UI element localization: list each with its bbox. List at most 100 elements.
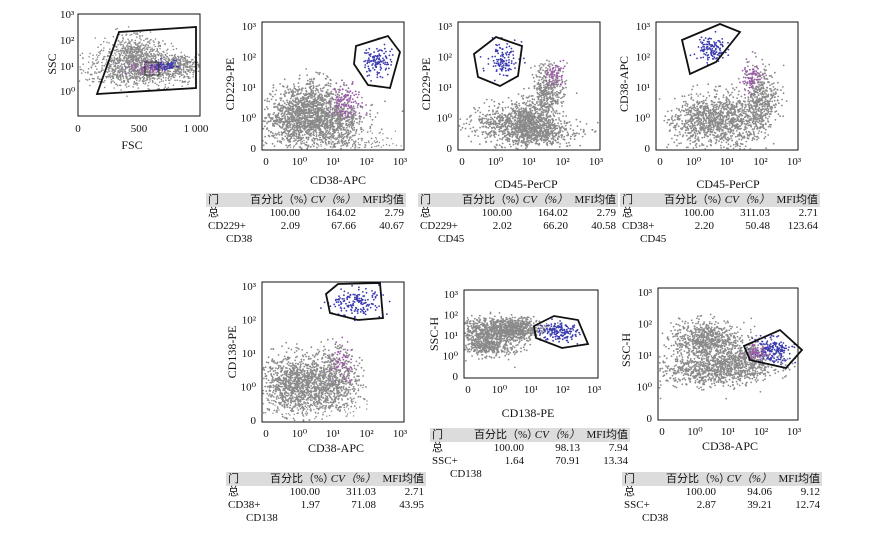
event-dot (334, 146, 336, 148)
event-dot (546, 93, 549, 96)
event-dot (305, 108, 308, 111)
event-dot (317, 114, 320, 116)
event-dot (143, 69, 145, 71)
event-dot (551, 94, 554, 97)
event-dot (561, 96, 564, 99)
event-dot (529, 114, 532, 117)
event-dot (275, 134, 278, 136)
event-dot (351, 98, 354, 100)
event-dot (361, 140, 363, 142)
event-dot (275, 89, 278, 92)
event-dot (306, 132, 309, 135)
event-dot (337, 117, 340, 120)
event-dot (126, 51, 129, 53)
event-dot (114, 67, 117, 70)
event-dot (319, 117, 322, 120)
event-dot (139, 79, 142, 81)
event-dot (103, 64, 106, 67)
event-dot (196, 61, 199, 64)
event-dot (559, 89, 562, 92)
event-dot (146, 72, 149, 74)
event-dot (285, 103, 288, 106)
event-dot (192, 76, 194, 78)
event-dot (272, 113, 275, 116)
event-dot (278, 118, 281, 121)
event-dot (193, 61, 195, 64)
event-dot (300, 138, 303, 141)
event-dot (100, 43, 102, 46)
event-dot (267, 120, 269, 123)
event-dot (401, 110, 404, 112)
event-dot (355, 130, 358, 133)
event-dot (324, 128, 327, 130)
event-dot (320, 145, 322, 147)
event-dot (136, 49, 138, 51)
event-dot (179, 66, 182, 68)
event-dot (134, 69, 136, 72)
event-dot (87, 68, 90, 70)
event-dot (159, 76, 161, 78)
event-dot (288, 144, 291, 147)
event-dot (173, 76, 176, 79)
event-dot (318, 145, 320, 147)
event-dot (331, 133, 333, 136)
event-dot (513, 120, 516, 122)
event-dot (288, 138, 291, 141)
event-dot (138, 76, 140, 78)
event-dot (542, 112, 545, 114)
event-dot (280, 113, 283, 115)
event-dot (269, 120, 272, 122)
event-dot (315, 134, 318, 136)
event-dot (318, 124, 321, 127)
event-dot (343, 95, 345, 98)
event-dot (305, 137, 308, 139)
event-dot (291, 95, 294, 97)
event-dot (82, 57, 84, 59)
event-dot (115, 62, 118, 65)
event-dot (525, 108, 527, 111)
event-dot (345, 145, 348, 148)
event-dot (101, 67, 103, 69)
event-dot (328, 110, 331, 113)
event-dot (294, 113, 297, 115)
event-dot (343, 101, 346, 104)
event-dot (127, 55, 129, 57)
event-dot (370, 137, 373, 140)
event-dot (316, 143, 318, 146)
event-dot (386, 63, 388, 66)
event-dot (540, 110, 543, 113)
event-dot (165, 56, 168, 58)
event-dot (276, 115, 278, 117)
event-dot (177, 58, 180, 61)
event-dot (531, 101, 534, 103)
event-dot (133, 64, 135, 66)
event-dot (137, 66, 139, 68)
event-dot (282, 117, 284, 120)
event-dot (162, 72, 164, 74)
event-dot (288, 101, 291, 104)
event-dot (181, 64, 184, 66)
event-dot (273, 145, 276, 148)
event-dot (353, 129, 356, 131)
event-dot (533, 80, 536, 83)
event-dot (103, 56, 105, 58)
event-dot (278, 133, 281, 136)
event-dot (294, 144, 297, 146)
event-dot (381, 76, 384, 79)
event-dot (351, 135, 354, 137)
event-dot (351, 108, 353, 111)
event-dot (189, 77, 191, 79)
event-dot (284, 135, 287, 138)
event-dot (147, 41, 150, 43)
event-dot (341, 135, 343, 137)
event-dot (291, 116, 293, 119)
event-dot (298, 113, 301, 116)
event-dot (530, 67, 532, 69)
event-dot (300, 107, 302, 110)
event-dot (93, 78, 95, 80)
event-dot (290, 120, 293, 122)
event-dot (135, 50, 138, 53)
event-dot (368, 74, 370, 77)
chart-fsc-ssc: SSC 10³ 10² 10¹ 10⁰ 0 500 1 000 FSC (45, 9, 209, 152)
event-dot (335, 104, 338, 107)
